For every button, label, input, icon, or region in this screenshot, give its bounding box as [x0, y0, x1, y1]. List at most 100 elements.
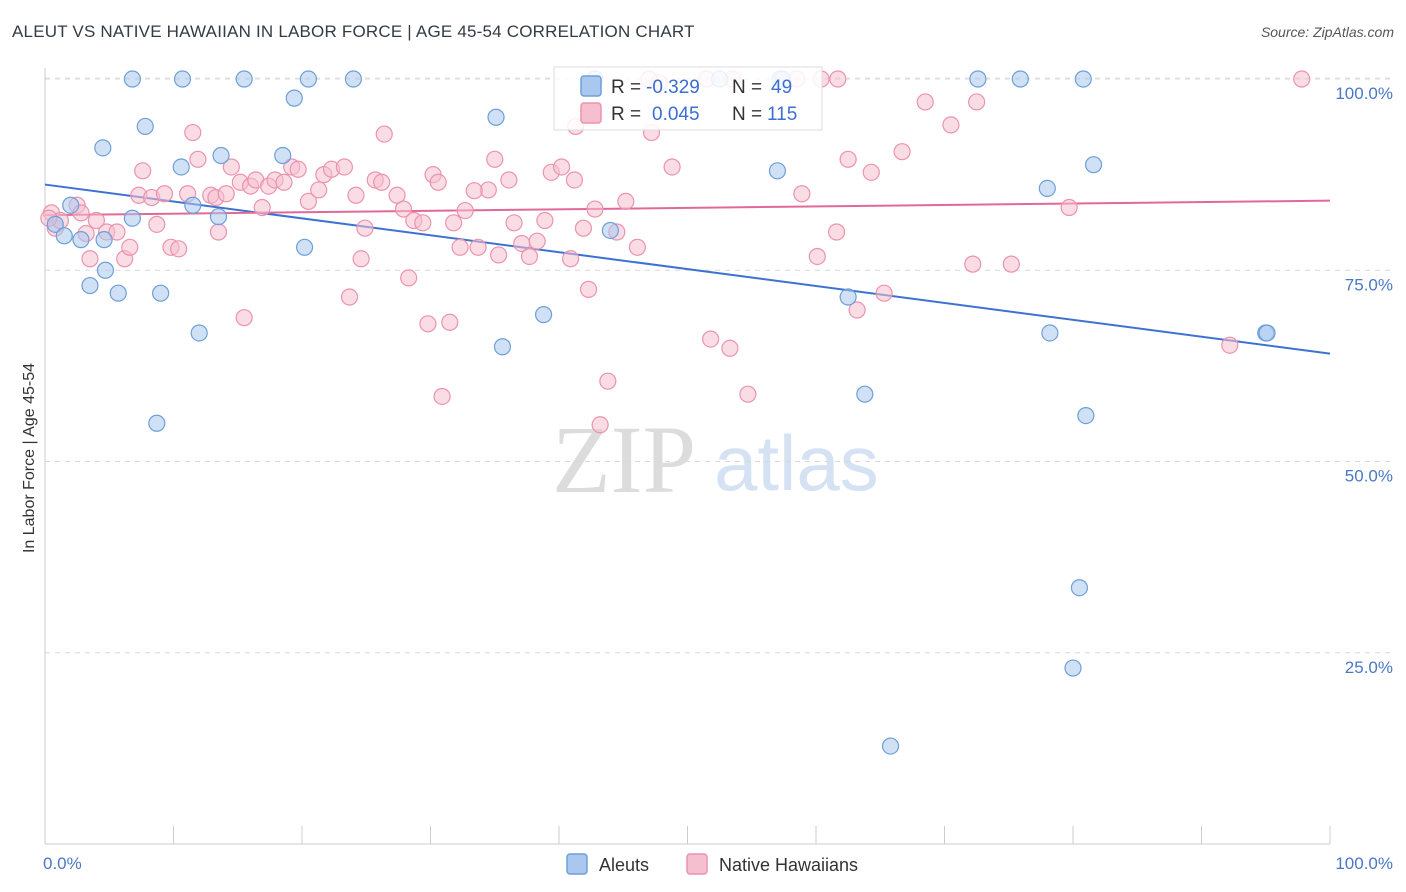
aleut-point-40	[1077, 407, 1095, 425]
hawaiian-point-13	[134, 162, 152, 180]
aleut-point-11	[136, 117, 154, 136]
hawaiian-point-94	[848, 301, 866, 319]
data-points	[40, 70, 1311, 755]
aleut-point-39	[1084, 156, 1103, 174]
hawaiian-point-53	[414, 214, 432, 232]
aleut-point-37	[1041, 324, 1059, 342]
legend-n-value-1: 49	[771, 77, 792, 98]
watermark: ZIP atlas	[552, 406, 879, 513]
hawaiian-point-109	[829, 70, 847, 88]
hawaiian-point-47	[373, 173, 391, 191]
hawaiian-point-92	[827, 223, 846, 241]
legend-hawaiian-swatch	[580, 102, 602, 124]
aleut-point-13	[172, 158, 190, 176]
bottom-legend-hawaiian-label: Native Hawaiians	[719, 855, 858, 875]
hawaiian-point-42	[340, 288, 359, 306]
hawaiian-point-110	[1221, 336, 1239, 354]
aleut-point-42	[881, 737, 900, 755]
legend-aleut-swatch	[580, 75, 602, 97]
aleut-point-36	[1038, 179, 1056, 197]
hawaiian-point-77	[579, 280, 598, 298]
hawaiian-point-70	[528, 232, 546, 250]
hawaiian-point-99	[942, 116, 960, 134]
aleut-point-7	[109, 284, 127, 302]
hawaiian-point-80	[599, 372, 617, 390]
bottom-legend-aleut-label: Aleuts	[599, 855, 649, 875]
hawaiian-point-100	[964, 255, 982, 273]
legend-r-value-2: 0.045	[652, 104, 700, 125]
aleut-point-35	[856, 385, 874, 403]
aleut-point-26	[487, 108, 505, 126]
aleut-point-24	[344, 70, 362, 88]
aleut-point-12	[123, 209, 141, 227]
hawaiian-point-28	[235, 309, 253, 327]
hawaiian-point-50	[394, 200, 413, 218]
hawaiian-point-54	[419, 315, 437, 333]
hawaiian-point-20	[184, 123, 202, 142]
hawaiian-point-45	[356, 219, 374, 237]
legend-r-label-1: R =	[611, 77, 641, 98]
aleut-point-2	[62, 196, 80, 214]
hawaiian-point-67	[505, 214, 523, 232]
bottom-legend: Aleuts Native Hawaiians	[566, 853, 858, 875]
hawaiian-point-24	[209, 223, 228, 241]
chart-title: ALEUT VS NATIVE HAWAIIAN IN LABOR FORCE …	[12, 22, 695, 41]
hawaiian-point-83	[628, 238, 646, 256]
y-tick-label-100: 100.0%	[1335, 84, 1393, 103]
hawaiian-point-48	[375, 125, 393, 143]
aleut-point-4	[95, 231, 113, 249]
hawaiian-point-93	[839, 150, 857, 168]
hawaiian-point-16	[155, 185, 174, 203]
y-axis-label: In Labor Force | Age 45-54	[21, 363, 38, 553]
bottom-legend-hawaiian-swatch	[686, 853, 708, 875]
x-tick-label-min: 0.0%	[43, 854, 82, 873]
hawaiian-point-79	[591, 416, 609, 434]
hawaiian-point-56	[429, 173, 447, 191]
aleut-point-44	[1074, 70, 1092, 88]
bottom-legend-aleut-swatch	[566, 853, 588, 875]
hawaiian-point-76	[574, 219, 593, 237]
hawaiian-point-62	[469, 238, 487, 256]
aleut-point-1	[55, 227, 73, 245]
hawaiian-point-64	[486, 150, 504, 168]
hawaiian-point-88	[721, 339, 739, 357]
legend-n-label-2: N =	[732, 104, 762, 125]
hawaiian-point-43	[347, 186, 365, 204]
hawaiian-point-65	[490, 246, 508, 264]
aleut-point-28	[534, 306, 553, 324]
aleut-point-9	[148, 414, 166, 432]
y-tick-label-25: 25.0%	[1345, 658, 1393, 677]
trend-lines	[44, 183, 1331, 355]
hawaiian-point-103	[1060, 198, 1078, 217]
hawaiian-point-82	[617, 192, 635, 210]
aleut-point-33	[768, 162, 787, 180]
aleut-point-41	[1064, 659, 1082, 677]
aleut-point-23	[299, 70, 318, 88]
aleut-point-48	[1258, 324, 1276, 342]
aleut-point-17	[212, 146, 230, 165]
aleut-point-25	[285, 89, 303, 107]
aleut-point-43	[839, 288, 857, 306]
hawaiian-point-71	[536, 211, 554, 230]
hawaiian-point-87	[702, 330, 720, 348]
hawaiian-point-41	[335, 158, 354, 176]
aleut-point-18	[274, 146, 292, 165]
aleut-point-16	[209, 208, 228, 226]
aleut-point-45	[969, 70, 987, 88]
aleut-point-20	[123, 70, 141, 88]
hawaiian-trend-line	[44, 199, 1331, 217]
hawaiian-point-51	[400, 269, 418, 287]
aleut-point-15	[190, 324, 208, 342]
legend-n-label-1: N =	[732, 77, 762, 98]
aleut-point-6	[81, 276, 99, 295]
aleut-point-27	[493, 338, 512, 356]
hawaiian-point-96	[875, 284, 893, 302]
aleut-point-10	[94, 139, 112, 157]
hawaiian-point-104	[1293, 70, 1311, 88]
hawaiian-point-78	[586, 200, 604, 218]
hawaiian-point-37	[299, 192, 318, 210]
hawaiian-point-34	[275, 173, 293, 191]
aleut-point-29	[601, 221, 620, 240]
x-tick-label-max: 100.0%	[1335, 854, 1393, 873]
hawaiian-point-38	[310, 181, 328, 199]
